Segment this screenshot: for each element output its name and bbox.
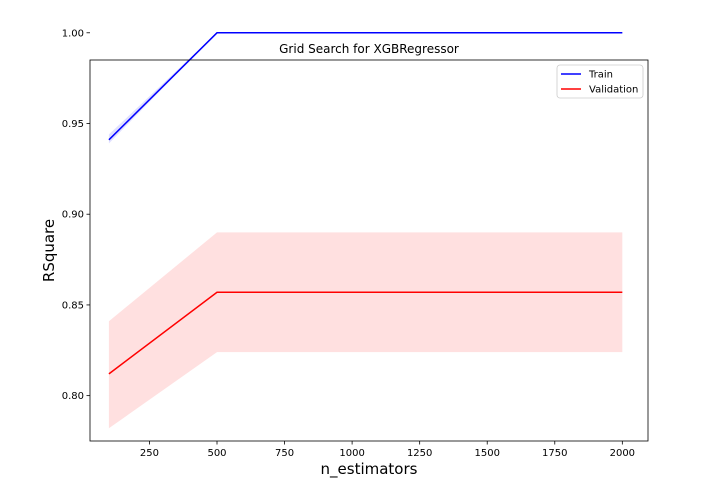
series-line-validation	[108, 291, 623, 375]
y-tick-label: 0.80	[62, 391, 84, 402]
chart-title: Grid Search for XGBRegressor	[279, 42, 459, 56]
legend: Train Validation	[556, 64, 644, 99]
x-tick-label: 1750	[542, 448, 567, 459]
plot-area	[108, 32, 623, 429]
y-tick-label: 0.90	[62, 210, 84, 221]
x-tick-label: 250	[140, 448, 159, 459]
x-tick-label: 1500	[474, 448, 499, 459]
series-band-validation	[108, 232, 623, 429]
y-axis-title: RSquare	[40, 219, 58, 282]
axes-frame	[89, 59, 649, 442]
y-tick-label: 0.95	[62, 119, 84, 130]
series-line-train	[108, 32, 623, 141]
x-tick-label: 2000	[610, 448, 635, 459]
x-tick-label: 750	[275, 448, 294, 459]
legend-label-validation: Validation	[589, 85, 638, 96]
x-axis-title: n_estimators	[321, 460, 418, 479]
x-tick-label: 1000	[339, 448, 364, 459]
legend-label-train: Train	[588, 70, 613, 81]
y-tick-label: 0.85	[62, 300, 84, 311]
x-tick-label: 1250	[407, 448, 432, 459]
x-tick-label: 500	[207, 448, 226, 459]
y-tick-label: 1.00	[62, 28, 84, 39]
